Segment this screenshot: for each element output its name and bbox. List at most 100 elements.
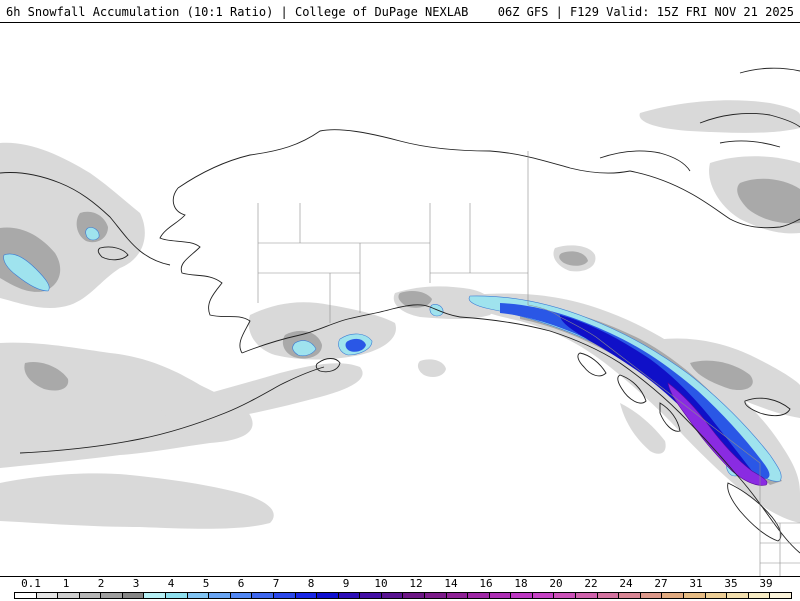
colorbar-label: 6 <box>237 577 245 590</box>
vancouver-island <box>727 482 782 542</box>
colorbar-label: 20 <box>549 577 563 590</box>
colorbar-swatch <box>295 593 318 598</box>
colorbar-swatch <box>381 593 404 598</box>
aleutian-chain <box>19 366 325 454</box>
colorbar-labels: 0.1 1 2 3 4 5 6 7 8 9 10 12 14 16 18 20 … <box>0 577 800 590</box>
colorbar-swatch <box>511 593 533 598</box>
colorbar-swatch <box>640 593 663 598</box>
map-title: 6h Snowfall Accumulation (10:1 Ratio) | … <box>6 5 469 19</box>
colorbar-swatch <box>468 593 490 598</box>
colorbar-swatch <box>122 593 145 598</box>
colorbar-swatch <box>727 593 749 598</box>
colorbar-label: 18 <box>514 577 528 590</box>
colorbar-swatch <box>252 593 274 598</box>
colorbar-swatch <box>576 593 598 598</box>
cyan-area-chukotka <box>3 253 50 292</box>
colorbar-swatch <box>209 593 231 598</box>
model-run-info: 06Z GFS | F129 Valid: 15Z FRI NOV 21 202… <box>497 5 794 19</box>
colorbar-label: 22 <box>584 577 598 590</box>
political-boundaries <box>257 151 800 576</box>
kodiak-island <box>315 358 341 373</box>
panhandle-coast <box>459 316 800 554</box>
gray-area-norton <box>76 211 108 243</box>
colorbar-swatch <box>317 593 339 598</box>
coastlines <box>0 67 800 554</box>
colorbar-label: 5 <box>202 577 210 590</box>
colorbar-swatch <box>683 593 706 598</box>
snow-area-offshore <box>417 359 446 377</box>
alaska-north-coast <box>177 129 631 189</box>
colorbar-label: 35 <box>724 577 738 590</box>
colorbar-label: 12 <box>409 577 423 590</box>
colorbar-label: 31 <box>689 577 703 590</box>
snow-area-panhandle <box>470 293 800 523</box>
cyan-area-anchorage <box>429 304 444 317</box>
colorbar-swatch <box>489 593 512 598</box>
colorbar-label: 1 <box>62 577 70 590</box>
colorbar-swatch <box>662 593 684 598</box>
gray-area-yukon <box>690 360 753 391</box>
colorbar-swatch <box>360 593 382 598</box>
snow-area-bc-interior <box>620 403 666 454</box>
extreme-snowfall-shading <box>667 382 768 486</box>
colorbar-label: 16 <box>479 577 493 590</box>
snow-area-bering-south <box>0 473 274 529</box>
colorbar-label: 4 <box>167 577 175 590</box>
gray-area-bering <box>24 361 69 391</box>
colorbar-swatch <box>187 593 210 598</box>
snowfall-map <box>0 23 800 576</box>
colorbar-label: 8 <box>307 577 315 590</box>
colorbar-label: 10 <box>374 577 388 590</box>
gray-area-nwt <box>737 178 800 224</box>
colorbar-swatch <box>36 593 59 598</box>
colorbar-swatch <box>166 593 188 598</box>
alaska-peninsula <box>241 304 461 354</box>
arctic-islands <box>599 67 800 172</box>
us-states-grid <box>760 522 800 576</box>
blue-area-pws <box>345 338 366 352</box>
colorbar-swatch <box>770 593 791 598</box>
gray-area-southcentral <box>398 291 432 308</box>
gray-area-yukon-north <box>559 251 588 266</box>
bc-border <box>595 336 761 576</box>
gray-area-chukotka <box>0 227 61 292</box>
colorbar-swatch <box>532 593 555 598</box>
colorbar-swatch <box>705 593 728 598</box>
colorbar-swatch <box>273 593 296 598</box>
canada-arctic-coast <box>629 170 800 229</box>
colorbar-swatches <box>14 592 792 599</box>
panhandle-islands <box>577 352 681 432</box>
snow-area-kodiak <box>248 302 396 360</box>
colorbar-swatch <box>424 593 447 598</box>
purple-area-panhandle <box>667 382 768 486</box>
alaska-canada-border <box>527 151 597 338</box>
colorbar-swatch <box>748 593 771 598</box>
great-slave-lake <box>744 397 791 417</box>
colorbar-label: 0.1 <box>21 577 41 590</box>
alaska-borough-lines <box>257 203 528 323</box>
colorbar-swatch <box>446 593 469 598</box>
light-snowfall-shading <box>0 100 800 529</box>
colorbar-swatch <box>101 593 123 598</box>
snow-area-aleutian <box>160 363 363 423</box>
colorbar-swatch <box>144 593 167 598</box>
colorbar-swatch <box>15 593 37 598</box>
colorbar-swatch <box>619 593 641 598</box>
colorbar-swatch <box>554 593 577 598</box>
st-lawrence-island <box>97 246 129 261</box>
map-header: 6h Snowfall Accumulation (10:1 Ratio) | … <box>0 0 800 23</box>
colorbar-label: 24 <box>619 577 633 590</box>
colorbar-swatch <box>597 593 620 598</box>
colorbar-label: 3 <box>132 577 140 590</box>
colorbar-label: 7 <box>272 577 280 590</box>
colorbar-label: 2 <box>97 577 105 590</box>
colorbar-swatch <box>58 593 80 598</box>
colorbar-label: 9 <box>342 577 350 590</box>
colorbar-label: 14 <box>444 577 458 590</box>
cyan-area-norton <box>85 227 100 241</box>
chukotka-coast <box>0 172 171 266</box>
colorbar-swatch <box>403 593 425 598</box>
alaska-west-coast <box>159 187 251 354</box>
colorbar-label: 39 <box>759 577 773 590</box>
colorbar-swatch <box>338 593 361 598</box>
